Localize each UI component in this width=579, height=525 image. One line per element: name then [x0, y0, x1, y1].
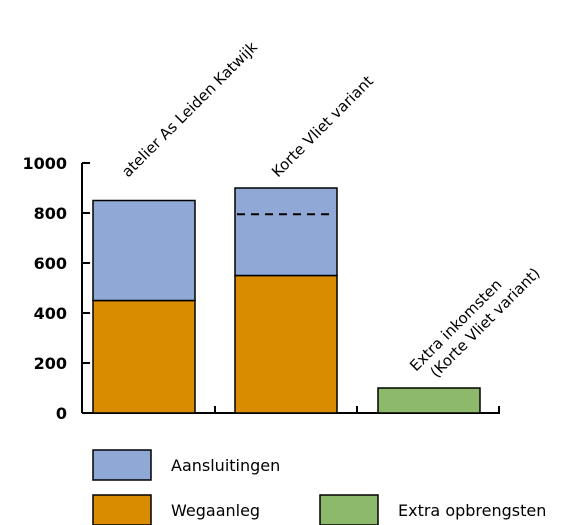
- legend-swatch: [92, 494, 152, 525]
- legend-swatch: [319, 494, 379, 525]
- category-label-line: atelier As Leiden Katwijk: [118, 38, 261, 181]
- y-tick-label: 600: [34, 254, 67, 273]
- bars: [92, 187, 481, 414]
- bar-aansluitingen: [234, 187, 338, 277]
- y-tick-label: 200: [34, 354, 67, 373]
- legend-label: Wegaanleg: [171, 501, 260, 520]
- category-label-text: Korte Vliet variant: [268, 72, 377, 181]
- category-label-text: Extra inkomsten(Korte Vliet variant): [406, 251, 544, 389]
- legend-item: Wegaanleg: [92, 494, 260, 525]
- legend-item: Aansluitingen: [92, 449, 280, 481]
- bar-wegaanleg: [234, 274, 338, 414]
- category-label: Korte Vliet variant: [268, 72, 377, 181]
- legend-item: Extra opbrengsten: [319, 494, 546, 525]
- y-tick-label: 0: [56, 404, 67, 423]
- bar-extra-opbrengsten: [377, 387, 481, 414]
- y-tick-label: 800: [34, 204, 67, 223]
- y-ticks: 0 200 400 600 800 1000: [22, 154, 90, 423]
- category-label: Extra inkomsten(Korte Vliet variant): [406, 251, 544, 389]
- category-label-line: Korte Vliet variant: [268, 72, 377, 181]
- y-tick-label: 400: [34, 304, 67, 323]
- legend-label: Extra opbrengsten: [398, 501, 546, 520]
- legend-label: Aansluitingen: [171, 456, 280, 475]
- category-label: atelier As Leiden Katwijk: [118, 38, 261, 181]
- bar-wegaanleg: [92, 299, 196, 414]
- legend: Aansluitingen Wegaanleg Extra opbrengsten: [92, 449, 546, 525]
- legend-swatch: [92, 449, 152, 481]
- y-tick-label: 1000: [22, 154, 67, 173]
- bar-aansluitingen: [92, 199, 196, 302]
- category-label-text: atelier As Leiden Katwijk: [118, 38, 261, 181]
